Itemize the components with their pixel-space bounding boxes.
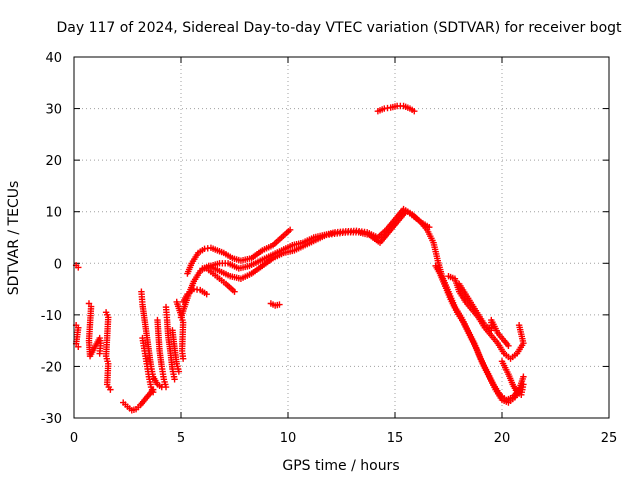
y-tick-label: 0 — [54, 257, 62, 272]
data-point — [96, 350, 103, 357]
x-axis-label: GPS time / hours — [282, 458, 399, 474]
data-points — [72, 102, 527, 414]
y-tick-label: -10 — [41, 309, 62, 324]
data-point — [411, 107, 418, 115]
data-point — [505, 342, 512, 349]
data-point — [175, 368, 183, 375]
data-point — [276, 301, 283, 308]
data-point — [171, 376, 178, 383]
y-axis-label: SDTVAR / TECUs — [6, 181, 22, 296]
y-tick-label: -30 — [41, 412, 62, 427]
data-point — [179, 355, 187, 362]
y-tick-label: 20 — [45, 154, 62, 169]
x-tick-label: 25 — [601, 431, 618, 446]
data-point — [75, 343, 82, 351]
data-point — [515, 321, 523, 329]
chart-title: Day 117 of 2024, Sidereal Day-to-day VTE… — [56, 20, 622, 36]
data-point — [75, 264, 82, 271]
data-point — [231, 288, 238, 295]
data-point — [203, 291, 210, 298]
x-tick-label: 10 — [280, 431, 297, 446]
grid — [74, 57, 609, 418]
data-point — [520, 373, 527, 380]
y-tick-label: 30 — [45, 103, 62, 118]
y-tick-label: 10 — [45, 206, 62, 221]
x-tick-label: 15 — [387, 431, 404, 446]
plot-frame — [73, 56, 610, 419]
axis-ticks: 0 5 10 15 20 25 -30 -20 -10 0 10 20 30 40 — [41, 51, 618, 446]
y-tick-label: 40 — [45, 51, 62, 66]
x-tick-label: 5 — [177, 431, 185, 446]
x-tick-label: 0 — [70, 431, 78, 446]
y-tick-label: -20 — [41, 360, 62, 375]
data-point — [107, 386, 114, 393]
data-point — [149, 389, 157, 396]
data-point — [286, 226, 294, 233]
data-point — [162, 383, 170, 391]
data-point — [520, 381, 527, 388]
x-tick-label: 20 — [494, 431, 511, 446]
